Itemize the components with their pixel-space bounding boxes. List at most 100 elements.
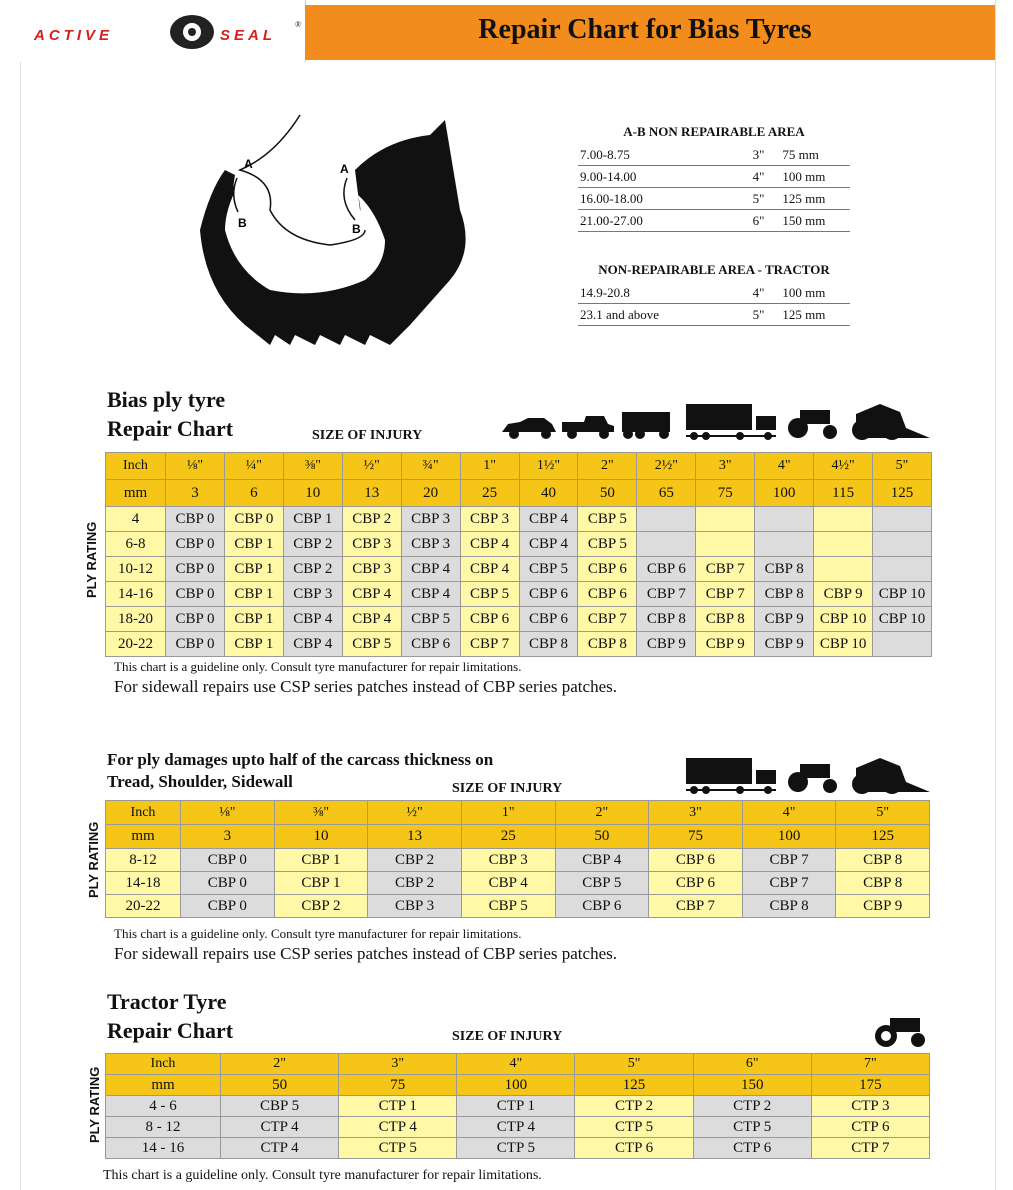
title-line: Tread, Shoulder, Sidewall [107,772,293,791]
cell: CBP 10 [813,631,874,657]
cell: CBP 5 [459,581,520,607]
cell: CBP 0 [180,894,275,918]
cell: CBP 10 [813,606,874,632]
logo-box: ACTIVE SEAL ® [20,0,306,62]
cell: CBP 7 [741,848,837,872]
cell [872,556,932,582]
cell: 100 mm [768,165,850,188]
cell: CTP 5 [456,1137,576,1159]
header-cell: 5" [835,800,930,825]
row: 20-22 CBP 0 CBP 1 CBP 4 CBP 5 CBP 6 CBP 7 CBP 8… [105,631,932,657]
header-row: mm 3 10 13 25 50 75 100 125 [105,824,930,849]
header-cell: 20 [400,479,461,507]
header-cell: 13 [341,479,402,507]
cell: CBP 8 [754,556,815,582]
cell: CBP 7 [695,581,756,607]
cell: 6" [719,209,769,232]
cell [695,531,756,557]
header-cell: ¾" [400,452,461,480]
page-title: Repair Chart for Bias Tyres [478,14,812,45]
header-cell: 10 [273,824,369,849]
cell: CBP 4 [282,631,343,657]
bias-title: Bias ply tyre Repair Chart [107,385,233,443]
header-row: mm 3 6 10 13 20 25 40 50 65 75 100 115 125 [105,479,932,507]
header-cell: Inch [105,1053,221,1075]
cell: CTP 6 [810,1116,930,1138]
header-cell: 100 [741,824,837,849]
header-cell: 10 [282,479,343,507]
header-cell: 4" [741,800,837,825]
tractor-area-table: 14.9-20.8 4" 100 mm 23.1 and above 5" 125 mm [578,282,850,326]
cell: CBP 1 [223,606,284,632]
cell [813,506,874,532]
cell: CBP 4 [459,556,520,582]
cell: 9.00-14.00 [578,165,720,188]
cell: CBP 8 [835,871,930,895]
header-cell: 5" [872,452,932,480]
header-row: Inch 2" 3" 4" 5" 6" 7" [105,1053,930,1075]
note: This chart is a guideline only. Consult … [114,659,522,674]
header-row: Inch ⅛" ¼" ⅜" ½" ¾" 1" 1½" 2" 2½" 3" 4" 4½" 5" [105,452,932,480]
cell: CBP 2 [341,506,402,532]
title-line: Tractor Tyre [107,989,227,1014]
cell: 4" [719,165,769,188]
logo-left: ACTIVE [34,27,114,44]
cell: CBP 1 [223,581,284,607]
cell [754,506,815,532]
tractor-area-title: NON-REPAIRABLE AREA - TRACTOR [598,262,830,277]
header-cell: ½" [367,800,462,825]
row: 4 CBP 0 CBP 0 CBP 1 CBP 2 CBP 3 CBP 3 CBP 4 CBP … [105,506,932,532]
row: 16.00-18.00 5" 125 mm [578,187,850,210]
cell: 4" [719,282,769,304]
cell: CBP 0 [165,606,225,632]
header-cell: 125 [835,824,930,849]
cell: CBP 8 [636,606,697,632]
cell: CTP 5 [574,1116,694,1138]
ply-cell: 10-12 [105,556,166,582]
diagram-label: A [340,162,349,176]
header-cell: 1½" [518,452,579,480]
header-cell: 3 [165,479,225,507]
cell: CBP 7 [459,631,520,657]
ply-label: PLY RATING [84,521,99,598]
cell: CBP 3 [341,531,402,557]
cell: CBP 7 [648,894,743,918]
cell: CTP 7 [810,1137,930,1159]
tractor-icon [875,1018,925,1047]
cell: CBP 5 [518,556,579,582]
cell: CTP 6 [574,1137,694,1159]
title-line: Repair Chart [107,1018,234,1043]
vehicle-icons [686,758,930,794]
row: 8 - 12 CTP 4 CTP 4 CTP 4 CTP 5 CTP 5 CTP 6 [105,1116,930,1138]
row: 4 - 6 CBP 5 CTP 1 CTP 1 CTP 2 CTP 2 CTP 3 [105,1095,930,1117]
diagram-label: B [352,222,361,236]
ab-table-title: A-B NON REPAIRABLE AREA [623,124,805,139]
cell: CBP 4 [341,606,402,632]
cell: CBP 4 [459,531,520,557]
vehicle-icons [502,404,930,440]
ply-cell: 20-22 [105,631,166,657]
ab-table: 7.00-8.75 3" 75 mm 9.00-14.00 4" 100 mm 16.00-… [578,144,850,232]
cell: 5" [719,187,769,210]
note: This chart is a guideline only. Consult … [103,1168,542,1183]
cell: CBP 7 [695,556,756,582]
header-cell: 175 [810,1074,930,1096]
header-cell: 25 [460,824,556,849]
cell: CBP 9 [754,606,815,632]
cell: CBP 8 [741,894,837,918]
title-line: Bias ply tyre [107,387,226,412]
cell: CBP 0 [180,848,275,872]
cell: CBP 1 [223,631,284,657]
cell: 16.00-18.00 [578,187,720,210]
cell [813,556,874,582]
row: 6-8 CBP 0 CBP 1 CBP 2 CBP 3 CBP 3 CBP 4 CBP 4 CB… [105,531,932,557]
cell: 125 mm [768,303,850,326]
title-line: Repair Chart [107,416,234,441]
cell: CBP 6 [577,556,638,582]
cell: CBP 1 [273,871,369,895]
cell: 5" [719,303,769,326]
cell: CBP 5 [577,506,638,532]
cell: CBP 5 [341,631,402,657]
